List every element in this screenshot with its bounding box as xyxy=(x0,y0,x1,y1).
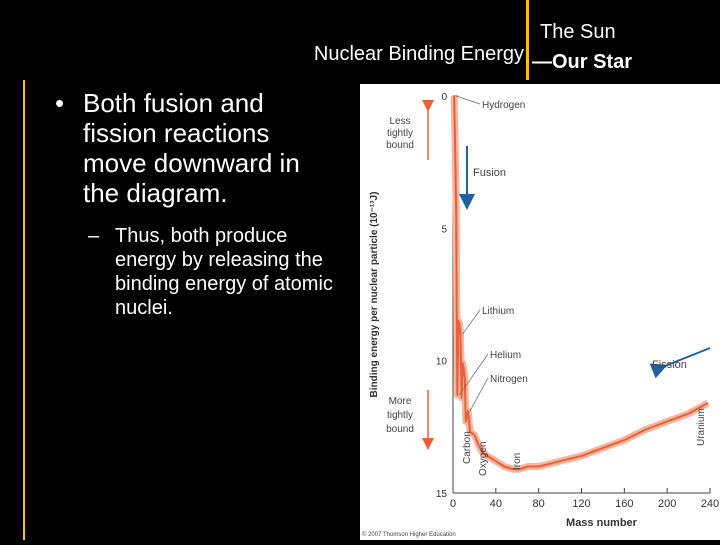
y-axis-title: Binding energy per nuclear particle (10⁻… xyxy=(369,192,380,398)
fission-label: Fission xyxy=(652,359,687,371)
nitrogen-label: Nitrogen xyxy=(490,374,528,385)
section-title-line1: The Sun xyxy=(540,21,616,43)
binding-energy-curve xyxy=(453,95,709,471)
iron-label: Iron xyxy=(512,453,523,470)
bullet-dash: – xyxy=(88,225,100,247)
bullet-sub-text: Thus, both produce energy by releasing t… xyxy=(115,225,333,319)
more-bound-label-2: tightly xyxy=(387,410,413,421)
y-tick-label: 0 xyxy=(441,92,447,103)
binding-energy-curve-glow xyxy=(450,95,710,473)
left-accent-rule xyxy=(23,80,25,540)
y-tick-label: 15 xyxy=(436,489,448,500)
header-divider xyxy=(526,0,529,80)
helium-leader xyxy=(458,353,489,396)
uranium-label: Uranium xyxy=(696,408,707,446)
less-bound-label-1: Less xyxy=(389,116,410,127)
header-title: Nuclear Binding Energy xyxy=(313,43,524,65)
less-bound-label-3: bound xyxy=(386,140,414,151)
x-tick-label: 120 xyxy=(572,498,590,510)
chart-panel: 0 5 10 15 0 40 80 120 160 200 240 Mass number Bindin… xyxy=(360,84,720,540)
less-bound-label-2: tightly xyxy=(387,128,413,139)
x-axis-title: Mass number xyxy=(566,517,638,529)
helium-label: Helium xyxy=(490,350,521,361)
nitrogen-leader xyxy=(469,377,489,412)
x-tick-label: 240 xyxy=(701,498,719,510)
section-title-line2: —Our Star xyxy=(532,51,633,73)
hydrogen-label: Hydrogen xyxy=(482,100,525,111)
fusion-label: Fusion xyxy=(473,167,506,179)
bullet-list: • Both fusion and fission reactions move… xyxy=(55,88,335,320)
bullet-main-text: Both fusion and fission reactions move d… xyxy=(83,88,300,208)
more-bound-label-3: bound xyxy=(386,424,414,435)
bullet-main: • Both fusion and fission reactions move… xyxy=(55,88,335,208)
y-tick-label: 5 xyxy=(441,224,447,235)
x-tick-label: 0 xyxy=(450,498,456,510)
x-tick-label: 200 xyxy=(658,498,676,510)
x-tick-label: 80 xyxy=(533,498,545,510)
oxygen-label: Oxygen xyxy=(478,442,489,476)
carbon-label: Carbon xyxy=(462,431,473,464)
fission-arrow xyxy=(649,347,711,379)
lithium-leader xyxy=(462,309,481,335)
more-bound-label-1: More xyxy=(389,396,412,407)
y-tick-label: 10 xyxy=(436,357,448,368)
lithium-label: Lithium xyxy=(482,306,514,317)
bullet-dot: • xyxy=(55,88,65,118)
chart-credit: © 2007 Thomson Higher Education xyxy=(362,531,456,538)
x-tick-label: 160 xyxy=(615,498,633,510)
hydrogen-leader xyxy=(455,95,481,105)
bullet-sub: – Thus, both produce energy by releasing… xyxy=(55,224,335,320)
x-tick-label: 40 xyxy=(490,498,502,510)
